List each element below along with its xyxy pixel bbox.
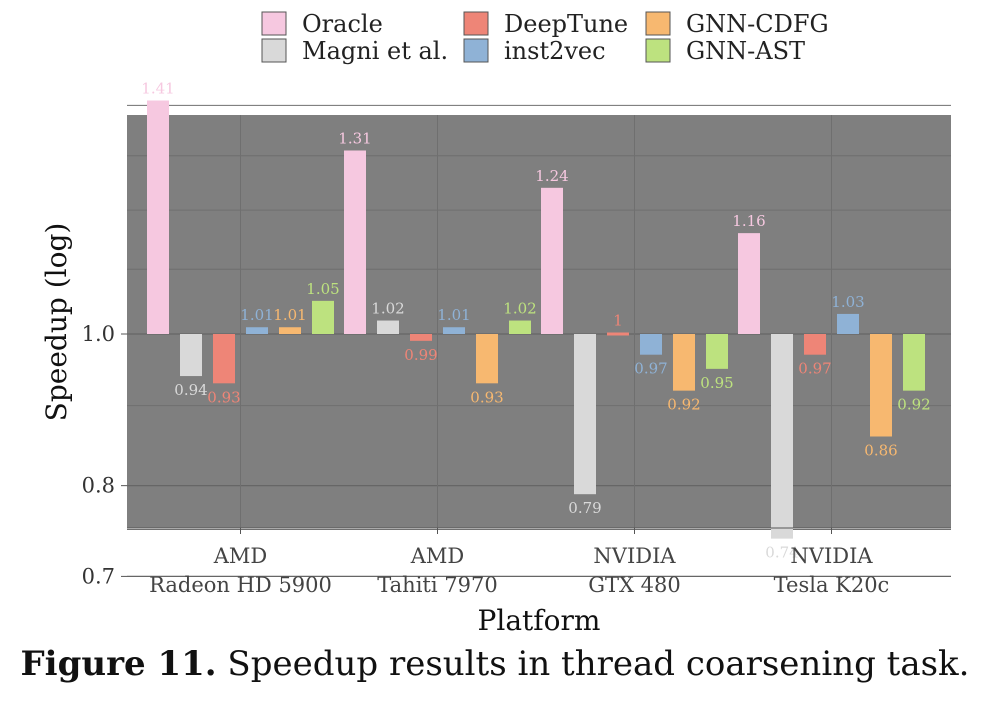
y-tick-label: 0.7 xyxy=(82,564,115,588)
data-label: 0.86 xyxy=(864,441,897,459)
data-label: 1.03 xyxy=(831,293,864,311)
data-label: 1.01 xyxy=(437,306,470,324)
y-tick-label: 0.8 xyxy=(82,474,115,498)
legend-swatch xyxy=(463,11,489,36)
legend-label: DeepTune xyxy=(504,10,628,38)
legend-swatch xyxy=(261,38,287,63)
bar xyxy=(574,334,596,495)
legend-label: Oracle xyxy=(302,10,383,38)
bar xyxy=(180,334,202,377)
bar xyxy=(607,332,629,336)
bar xyxy=(509,320,531,334)
data-label: 0.94 xyxy=(174,381,207,399)
data-labels: 1.41 1.31 1.24 1.16 0.94 1.02 0.79 0.74 0.93 0.99… xyxy=(141,79,930,561)
bar xyxy=(344,150,366,334)
data-label: 1.24 xyxy=(535,167,568,185)
data-label: 1.01 xyxy=(273,306,306,324)
data-label: 1.02 xyxy=(371,300,404,318)
bar xyxy=(738,233,760,334)
bar xyxy=(804,334,826,355)
figure-number: Figure 11. xyxy=(20,644,217,684)
bar xyxy=(410,334,432,341)
bar xyxy=(147,100,169,335)
x-tick-label-line2: Radeon HD 5900 xyxy=(149,573,332,597)
data-label: 1.02 xyxy=(503,300,536,318)
legend-swatch xyxy=(645,38,671,63)
legend-swatch xyxy=(645,11,671,36)
bar xyxy=(706,334,728,369)
x-axis-ticks: AMD Radeon HD 5900 AMD Tahiti 7970 NVIDIA GTX… xyxy=(149,528,889,597)
legend-swatch xyxy=(261,11,287,36)
x-tick-label-line2: Tahiti 7970 xyxy=(377,573,497,597)
data-label: 0.99 xyxy=(404,346,437,364)
bar xyxy=(771,334,793,539)
x-tick-label-line1: NVIDIA xyxy=(790,544,873,568)
data-label: 1.05 xyxy=(306,280,339,298)
y-tick-label: 1.0 xyxy=(82,322,115,346)
plot-background xyxy=(127,115,951,528)
bar xyxy=(837,313,859,334)
x-tick-label-line1: NVIDIA xyxy=(593,544,676,568)
bar xyxy=(246,327,268,334)
x-tick-label-line1: AMD xyxy=(213,544,268,568)
data-label: 0.74 xyxy=(765,544,798,562)
bar xyxy=(640,334,662,355)
bar xyxy=(673,334,695,391)
data-label: 0.95 xyxy=(700,374,733,392)
bar xyxy=(870,334,892,437)
bar xyxy=(312,300,334,334)
data-label: 0.97 xyxy=(798,360,831,378)
bar xyxy=(279,327,301,334)
bars xyxy=(147,100,925,539)
data-label: 1.16 xyxy=(732,212,765,230)
legend-label: GNN-AST xyxy=(686,37,805,65)
x-axis-title: Platform xyxy=(478,604,601,637)
data-label: 0.97 xyxy=(634,360,667,378)
y-axis-ticks: 0.7 0.8 1.0 xyxy=(82,322,127,588)
legend-label: inst2vec xyxy=(504,37,606,65)
y-axis-title: Speedup (log) xyxy=(40,223,73,422)
bar xyxy=(213,334,235,384)
bar xyxy=(476,334,498,384)
data-label: 1.41 xyxy=(141,79,174,97)
bar xyxy=(541,187,563,334)
legend-swatch xyxy=(463,38,489,63)
x-tick-label-line2: Tesla K20c xyxy=(774,573,890,597)
legend-label: Magni et al. xyxy=(302,37,448,65)
x-tick-label-line1: AMD xyxy=(410,544,465,568)
x-tick-label-line2: GTX 480 xyxy=(588,573,681,597)
data-label: 0.93 xyxy=(207,388,240,406)
figure-caption-text: Speedup results in thread coarsening tas… xyxy=(227,644,970,684)
data-label: 0.92 xyxy=(667,396,700,414)
bar xyxy=(377,320,399,334)
figure-caption: Figure 11. Speedup results in thread coa… xyxy=(0,644,990,684)
legend-label: GNN-CDFG xyxy=(686,10,829,38)
data-label: 1.31 xyxy=(338,129,371,147)
data-label: 1.01 xyxy=(240,306,273,324)
bar xyxy=(443,327,465,334)
data-label: 1 xyxy=(613,312,623,330)
bar xyxy=(903,334,925,391)
data-label: 0.79 xyxy=(568,499,601,517)
data-label: 0.93 xyxy=(470,388,503,406)
data-label: 0.92 xyxy=(897,396,930,414)
